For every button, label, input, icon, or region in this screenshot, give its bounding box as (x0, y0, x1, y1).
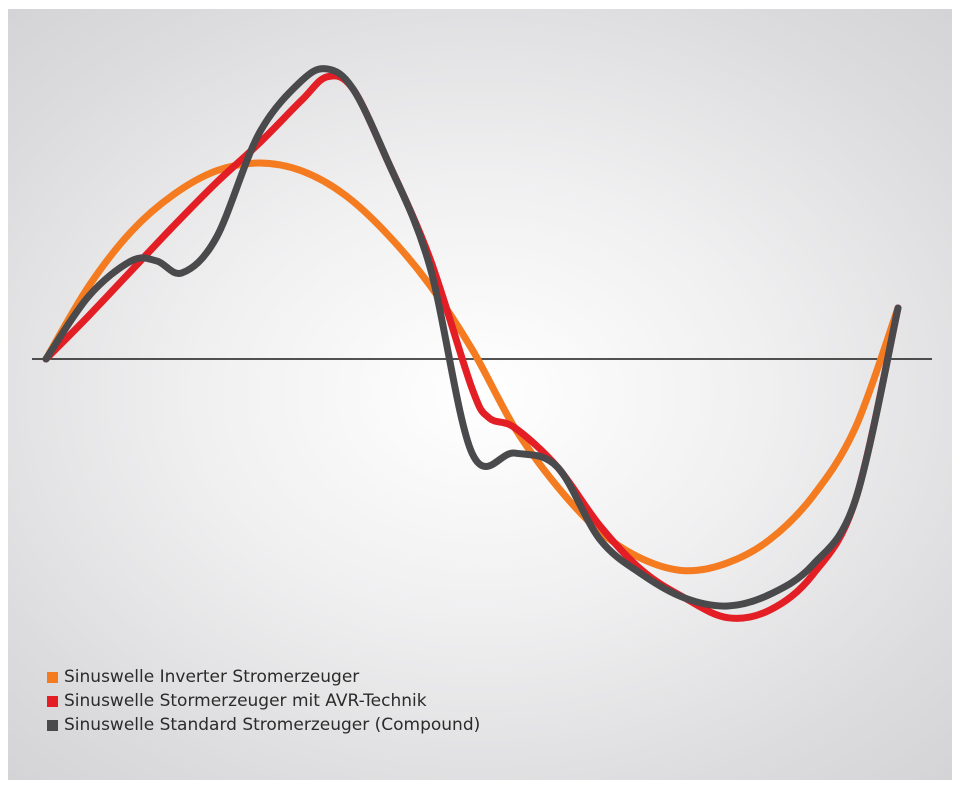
legend: Sinuswelle Inverter Stromerzeuger Sinusw… (47, 665, 480, 737)
legend-item-avr: Sinuswelle Stormerzeuger mit AVR-Technik (47, 689, 480, 713)
legend-label-avr: Sinuswelle Stormerzeuger mit AVR-Technik (64, 691, 427, 711)
legend-item-compound: Sinuswelle Standard Stromerzeuger (Compo… (47, 713, 480, 737)
series-line-inverter (42, 159, 902, 575)
series-line-compound (42, 65, 902, 610)
legend-swatch-inverter (47, 671, 58, 683)
legend-swatch-compound (47, 719, 58, 731)
legend-swatch-avr (47, 695, 58, 707)
legend-item-inverter: Sinuswelle Inverter Stromerzeuger (47, 665, 480, 689)
series-line-avr (42, 72, 902, 622)
series-layer (42, 65, 902, 622)
chart-panel: Sinuswelle Inverter Stromerzeuger Sinusw… (8, 9, 952, 780)
legend-label-inverter: Sinuswelle Inverter Stromerzeuger (64, 667, 360, 687)
legend-label-compound: Sinuswelle Standard Stromerzeuger (Compo… (64, 715, 481, 735)
plot-area (32, 65, 932, 622)
